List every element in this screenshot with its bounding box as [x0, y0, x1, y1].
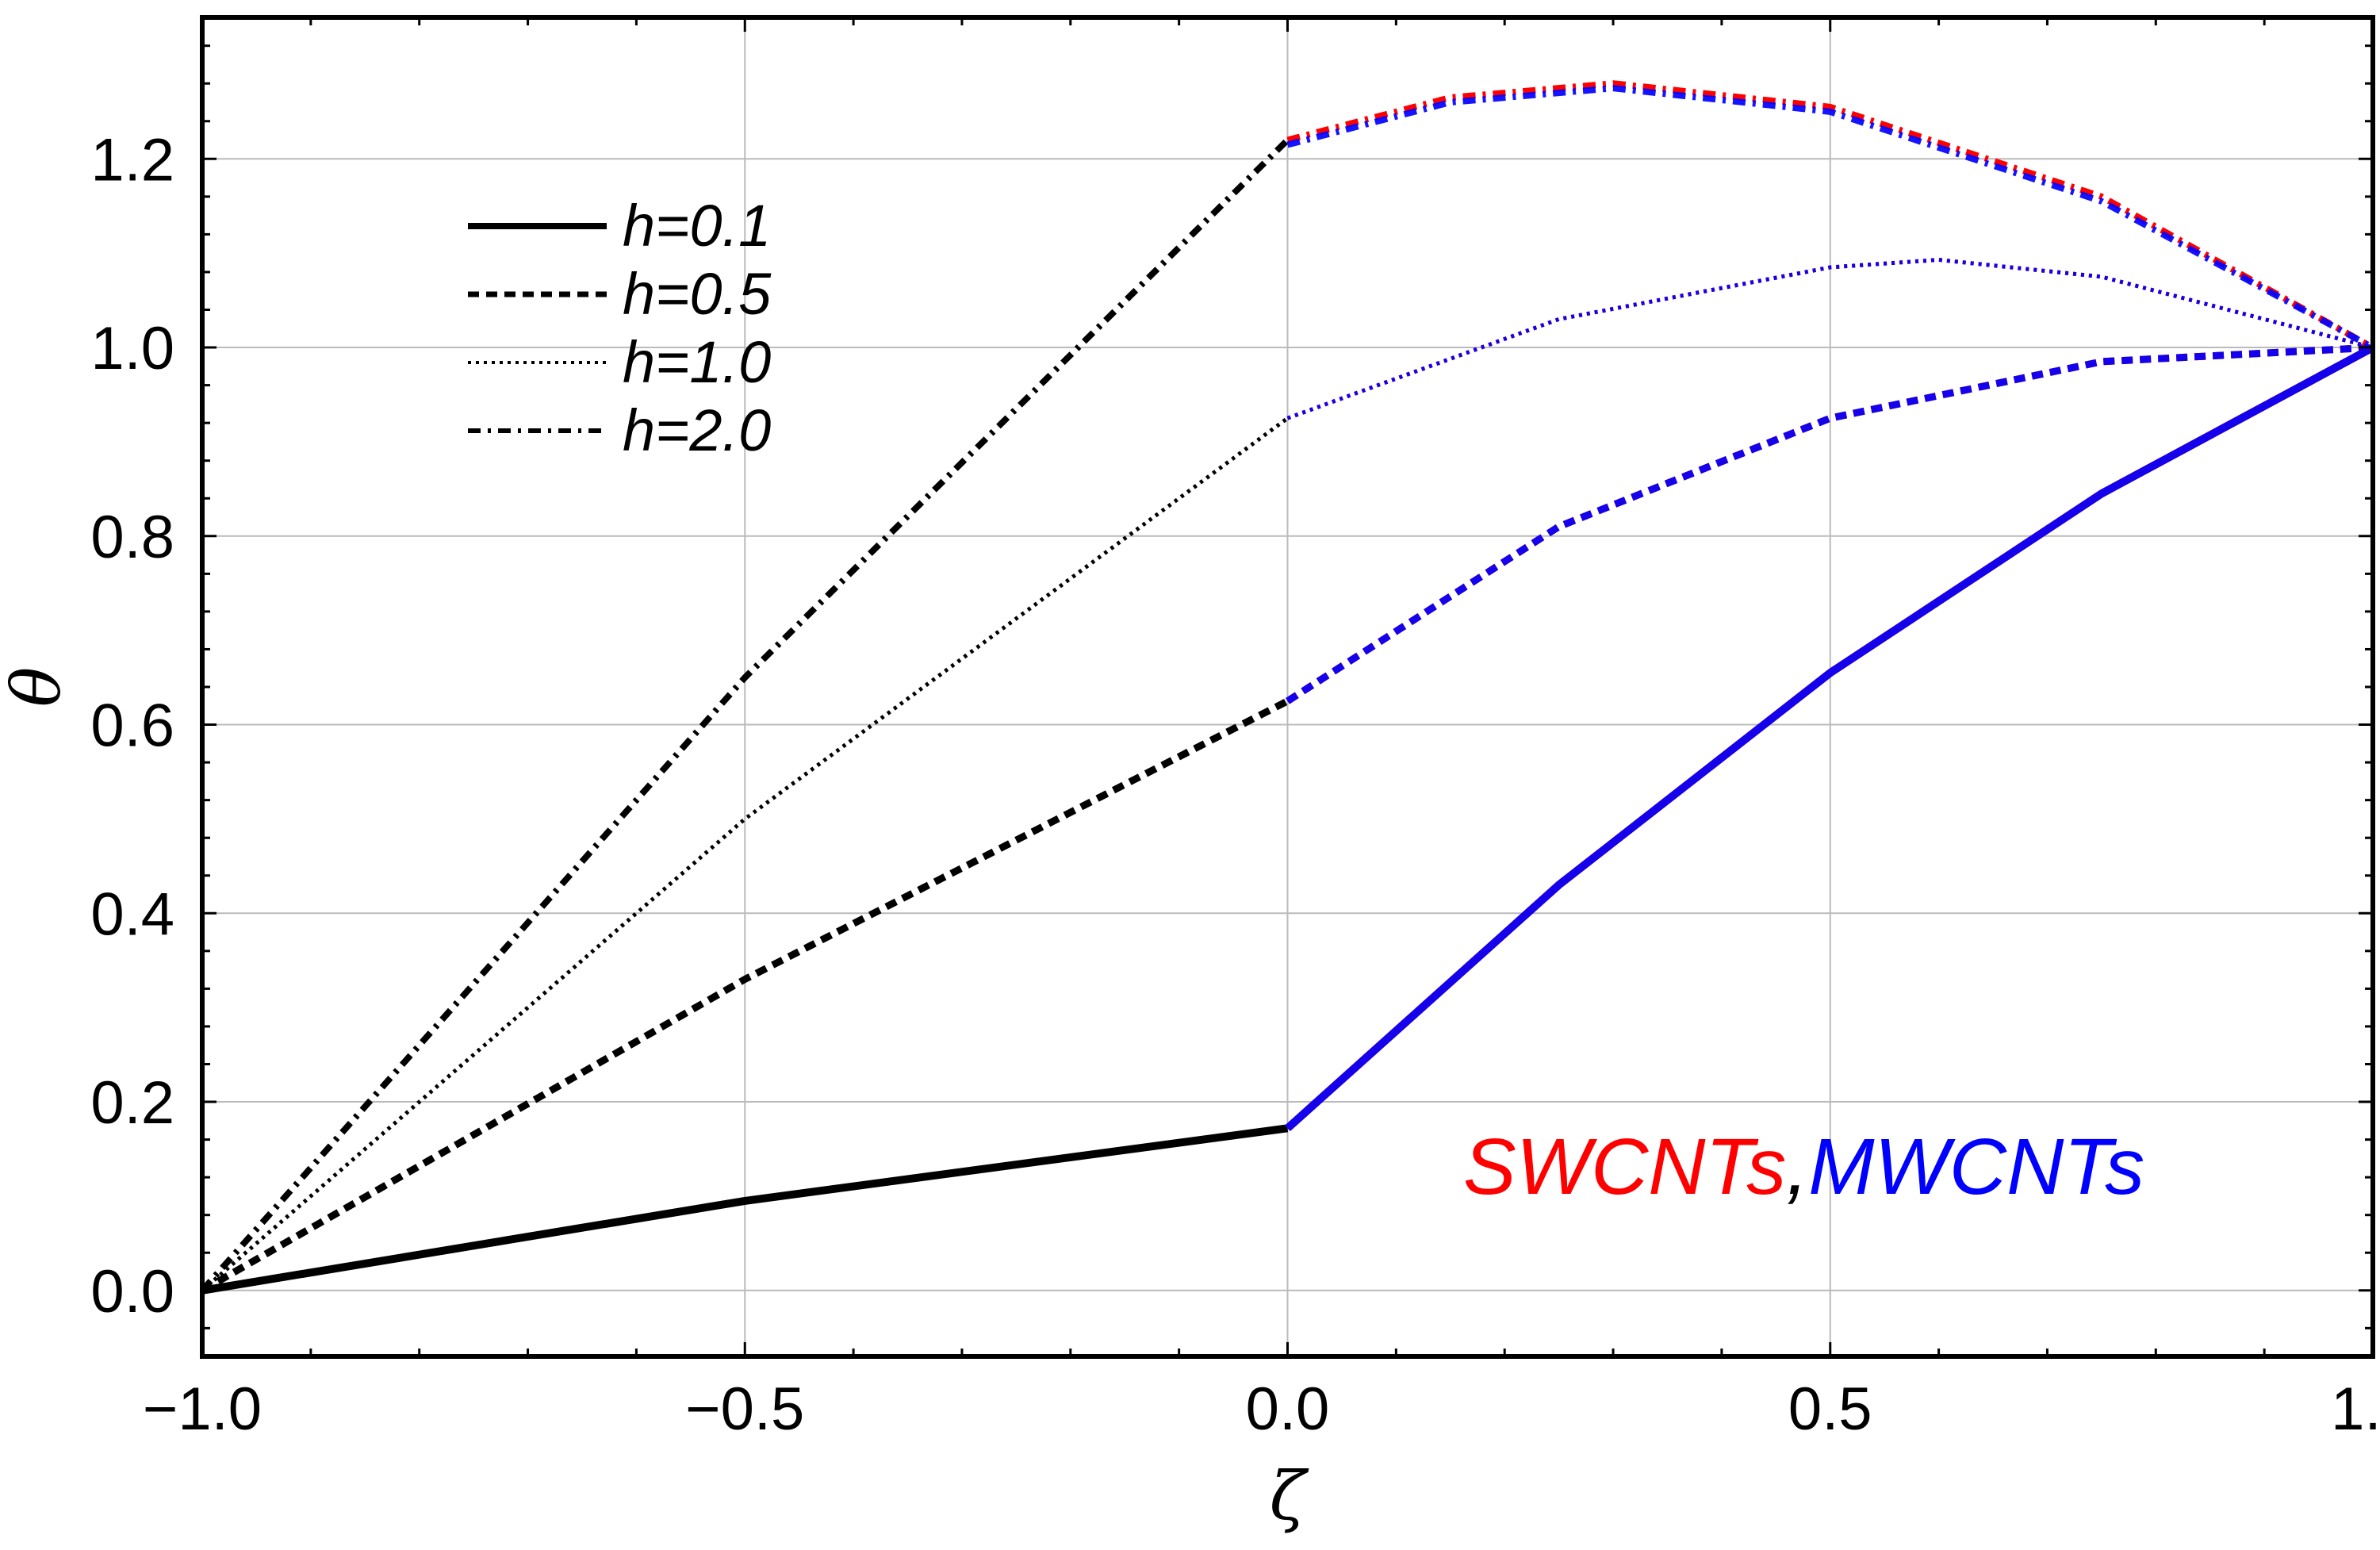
y-tick-label-6: 1.2 — [90, 126, 174, 194]
material-annotation: SWCNTs,MWCNTs — [1463, 1122, 2144, 1211]
series-0-left — [201, 1124, 1289, 1295]
x-tick-label-2: 0.0 — [1246, 1375, 1330, 1443]
series-2-mwcnt — [1286, 258, 2374, 420]
x-tick-label-3: 0.5 — [1788, 1375, 1872, 1443]
x-axis-label: ζ — [1270, 1457, 1309, 1535]
legend-label-1: h=0.5 — [623, 261, 772, 327]
legend: h=0.1h=0.5h=1.0h=2.0 — [468, 193, 772, 463]
annotation-separator: , — [1786, 1122, 1808, 1211]
series-3-left — [200, 137, 1290, 1293]
y-tick-label-0: 0.0 — [90, 1258, 174, 1326]
legend-label-2: h=1.0 — [623, 329, 771, 395]
y-tick-label-2: 0.4 — [90, 881, 174, 948]
legend-label-3: h=2.0 — [623, 397, 771, 463]
y-tick-label-1: 0.2 — [90, 1069, 174, 1137]
y-tick-label-5: 1.0 — [90, 315, 174, 382]
series-2-left — [201, 416, 1289, 1292]
x-tick-label-1: −0.5 — [685, 1375, 804, 1443]
mwcnt-label: MWCNTs — [1808, 1122, 2144, 1211]
y-tick-label-4: 0.8 — [90, 504, 174, 571]
series-1-left — [200, 697, 1290, 1294]
grid-lines — [201, 17, 2374, 1356]
x-tick-label-4: 1.0 — [2331, 1375, 2380, 1443]
x-tick-label-0: −1.0 — [143, 1375, 262, 1443]
tick-labels: −1.0 −0.5 0.0 0.5 1.0 0.0 0.2 0.4 0.6 0.8 1.0 1.2 — [90, 126, 2380, 1443]
series-lines — [200, 80, 2375, 1295]
tick-marks — [201, 17, 2374, 1356]
y-axis-label: θ — [0, 667, 75, 708]
y-tick-label-3: 0.6 — [90, 693, 174, 760]
legend-label-0: h=0.1 — [623, 193, 771, 259]
series-0-mwcnt — [1285, 343, 2375, 1132]
swcnt-label: SWCNTs — [1463, 1122, 1786, 1211]
